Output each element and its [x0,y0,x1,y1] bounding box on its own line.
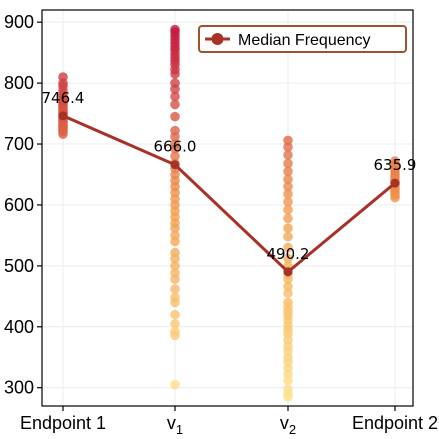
scatter-point [283,231,293,242]
scatter-point [283,181,293,192]
median-line [58,111,400,277]
y-tick-label: 400 [4,317,34,337]
scatter-point [283,205,293,215]
scatter-point [170,284,180,294]
y-tick-label: 600 [4,195,34,215]
scatter-point [170,99,180,110]
scatter-point [390,192,400,203]
scatter-point [170,69,180,79]
median-point [58,111,68,121]
grid-lines [42,10,413,406]
scatter-points [58,24,400,402]
scatter-point [170,111,180,122]
scatter-point [170,151,180,162]
scatter-point [283,253,293,264]
y-tick-label: 500 [4,256,34,276]
data-label-median: 490.2 [267,245,310,263]
x-tick-label: Endpoint 2 [352,413,438,433]
median-point [390,178,400,188]
x-tick-label: v1 [167,413,183,437]
scatter-point [283,158,293,169]
data-label-median: 746.4 [42,89,85,107]
scatter-point [283,213,293,224]
scatter-point [283,189,293,199]
scatter-point [170,330,180,341]
scatter-point [283,274,293,285]
scatter-point [283,197,293,207]
y-tick-label: 300 [4,378,34,398]
median-point [170,160,180,170]
scatter-point [283,375,293,386]
scatter-point [283,142,293,152]
scatter-point [283,223,293,233]
scatter-point [170,297,180,308]
scatter-point [170,223,180,233]
y-tick-label: 700 [4,134,34,154]
scatter-point [170,318,180,329]
y-tick-label: 800 [4,73,34,93]
scatter-point [170,131,180,142]
scatter-point [170,274,180,285]
legend: Median Frequency [198,25,407,53]
scatter-point [283,150,293,160]
axes: 300 400 500 600 700 800 900 Endpoint 1 v1 v2 Endpo… [4,9,438,437]
scatter-point [283,281,293,292]
scatter-point [170,144,180,154]
x-tick-label: v2 [280,413,296,437]
scatter-point [283,174,293,185]
data-label-median: 635.9 [374,156,417,174]
scatter-point [283,166,293,177]
scatter-point [170,261,180,271]
plot-frame [41,9,414,407]
data-label-median: 666.0 [154,138,197,156]
median-frequency-line [62,114,396,274]
scatter-point [170,84,180,94]
legend-marker-swatch [211,33,224,45]
scatter-point [283,242,293,253]
scatter-point [170,91,180,102]
scatter-point [58,129,68,140]
scatter-point [283,288,293,299]
scatter-point [170,379,180,390]
x-tick-label: Endpoint 1 [20,413,106,433]
scatter-point [170,309,180,320]
scatter-point [170,253,180,264]
scatter-point [283,135,293,146]
scatter-point [170,236,180,247]
scatter-point [283,392,293,402]
legend-label-median-frequency: Median Frequency [238,32,371,49]
median-point [283,267,293,277]
y-tick-label: 900 [4,12,34,32]
legend-box [198,25,407,53]
data-labels: 746.4 666.0 490.2 635.9 [42,89,417,263]
